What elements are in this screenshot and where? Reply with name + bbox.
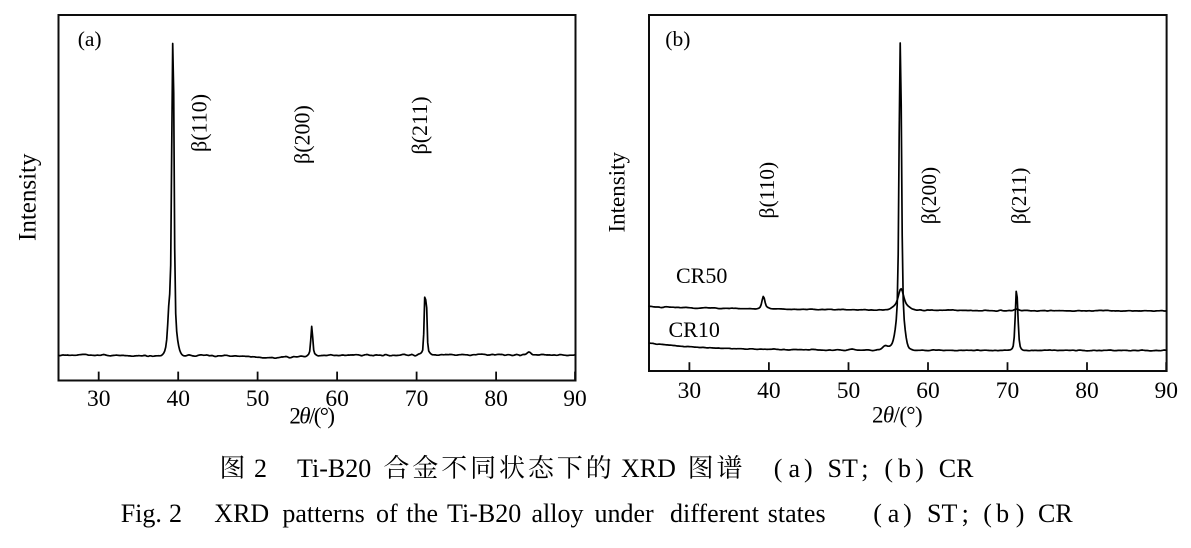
svg-text:30: 30 [678,378,702,404]
svg-text:90: 90 [563,386,587,412]
svg-text:;: ; [861,454,868,483]
svg-text:(: ( [873,499,882,528]
svg-text:2θ/(°): 2θ/(°) [872,402,922,427]
svg-text:CR50: CR50 [676,263,727,288]
svg-text:β(110): β(110) [755,162,779,219]
svg-text:40: 40 [757,378,781,404]
svg-text:Ti-B20: Ti-B20 [447,499,521,528]
svg-text:XRD: XRD [214,499,269,528]
svg-text:ST: ST [828,454,858,483]
svg-text:patterns: patterns [282,499,364,528]
svg-text:b: b [898,454,911,483]
svg-text:β(110): β(110) [187,94,212,152]
svg-text:alloy: alloy [532,499,584,528]
svg-text:30: 30 [87,386,111,412]
svg-text:CR10: CR10 [669,317,720,342]
svg-text:a: a [789,454,801,483]
svg-text:40: 40 [166,386,190,412]
svg-text:): ) [903,499,912,528]
svg-text:b: b [996,499,1009,528]
svg-text:of: of [376,499,398,528]
svg-text:): ) [804,454,813,483]
svg-text:2: 2 [169,499,182,528]
svg-text:the: the [406,499,438,528]
svg-text:β(211): β(211) [407,96,432,154]
svg-text:80: 80 [484,386,508,412]
svg-text:CR: CR [1038,499,1073,528]
svg-text:Fig.: Fig. [121,499,162,528]
svg-text:(: ( [884,454,893,483]
svg-text:(a): (a) [78,27,102,51]
svg-text:states: states [768,499,826,528]
svg-text:different: different [670,499,760,528]
svg-text:2: 2 [254,454,267,483]
svg-text:Intensity: Intensity [605,152,630,233]
svg-text:CR: CR [939,454,974,483]
svg-text:60: 60 [325,386,349,412]
svg-text:50: 50 [837,378,861,404]
svg-text:β(200): β(200) [290,105,315,164]
svg-text:Intensity: Intensity [14,153,41,241]
svg-text:): ) [1016,499,1025,528]
svg-text:;: ; [962,499,969,528]
svg-text:a: a [888,499,900,528]
svg-text:70: 70 [405,386,429,412]
svg-text:under: under [595,499,655,528]
svg-text:50: 50 [246,386,270,412]
svg-text:(: ( [774,454,783,483]
svg-text:(: ( [983,499,992,528]
svg-text:β(200): β(200) [917,167,941,225]
svg-text:60: 60 [916,378,940,404]
svg-text:): ) [915,454,924,483]
svg-text:XRD: XRD [621,454,676,483]
svg-text:(b): (b) [665,27,690,51]
svg-text:β(211): β(211) [1007,168,1031,225]
svg-text:2θ/(°): 2θ/(°) [289,403,334,428]
svg-text:90: 90 [1154,378,1178,404]
svg-text:70: 70 [996,378,1020,404]
svg-text:ST: ST [927,499,957,528]
svg-text:80: 80 [1075,378,1099,404]
svg-text:Ti-B20: Ti-B20 [297,454,371,483]
